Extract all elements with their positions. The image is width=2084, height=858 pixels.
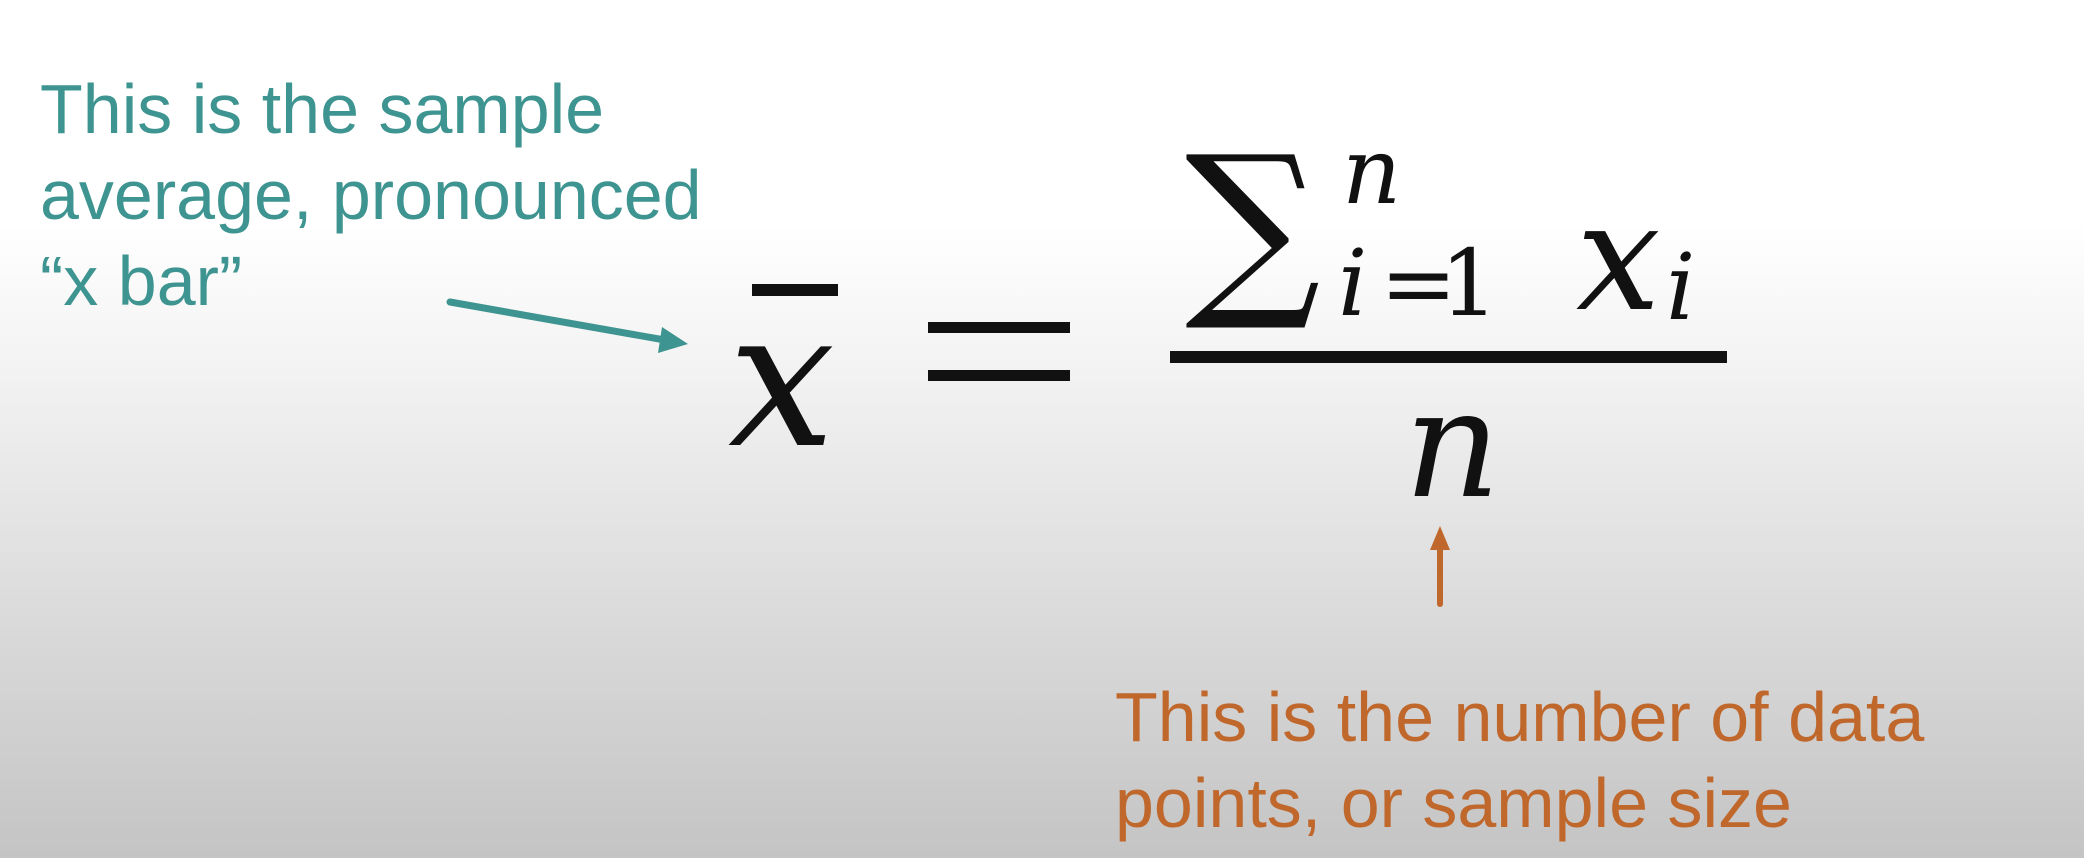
summand-subscript: i — [1666, 234, 1696, 341]
xbar-symbol: x — [728, 269, 836, 490]
summation-symbol: ∑ — [1185, 115, 1321, 336]
summation-upper-limit: n — [1342, 118, 1402, 225]
denominator-n: n — [1404, 358, 1501, 532]
orange-arrow-icon — [1430, 526, 1450, 607]
summation-index-equals: = — [1380, 230, 1458, 337]
annotation-line: average, pronounced — [40, 156, 702, 234]
annotation-line: This is the number of data — [1115, 678, 1925, 756]
equals-stroke — [928, 370, 1070, 381]
fraction-bar — [1170, 351, 1727, 363]
equals-stroke — [928, 322, 1070, 333]
summation-index: i — [1338, 230, 1368, 337]
xbar-overline — [752, 284, 838, 296]
annotation-line: points, or sample size — [1115, 764, 1792, 842]
equals-sign — [928, 322, 1070, 382]
summation-lower-limit: 1 — [1440, 230, 1499, 337]
annotation-line: This is the sample — [40, 70, 605, 148]
summand-x: x — [1576, 171, 1661, 345]
sample-average-annotation: This is the sample average, pronounced “… — [40, 66, 702, 324]
sample-size-annotation: This is the number of data points, or sa… — [1115, 674, 1924, 846]
teal-arrow-icon — [446, 298, 688, 353]
annotation-line: “x bar” — [40, 242, 243, 320]
